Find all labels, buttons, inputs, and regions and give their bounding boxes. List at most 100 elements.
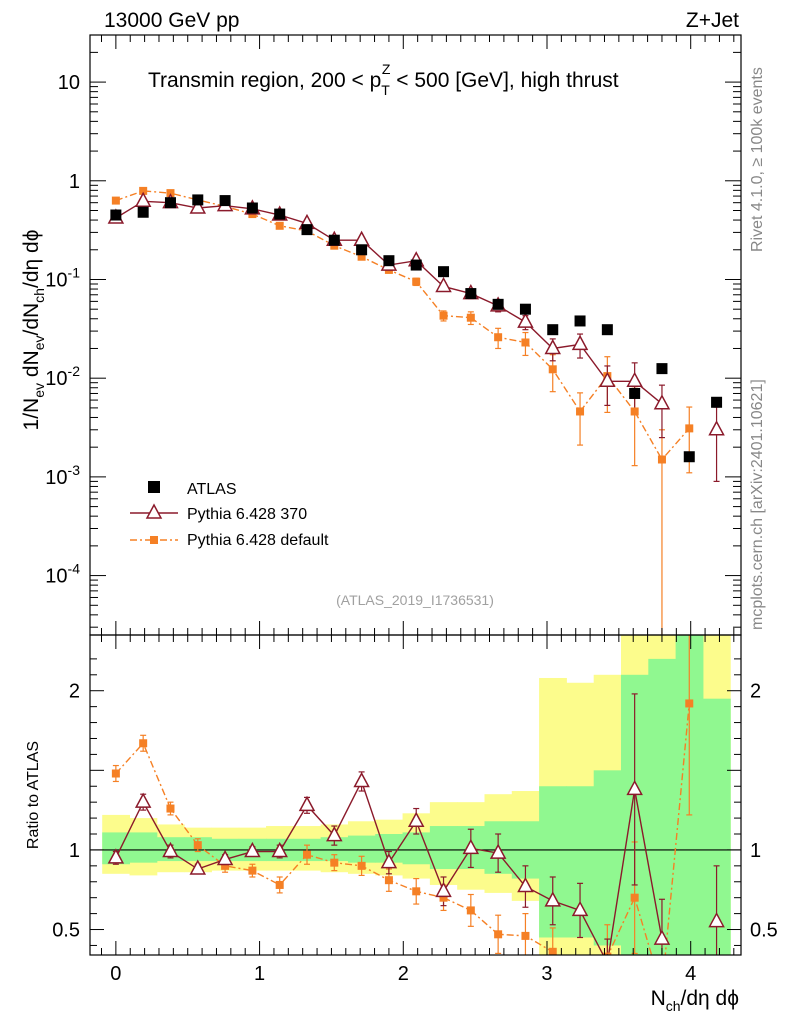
pdef-point — [576, 407, 585, 416]
ratio-y-tick-label-right: 0.5 — [750, 920, 778, 942]
y-tick-label: 10-4 — [45, 561, 80, 588]
pdef-point — [685, 424, 694, 433]
legend-atlas-label: ATLAS — [187, 481, 237, 498]
pdef-point — [439, 311, 448, 320]
ratio-p370-point — [216, 849, 234, 866]
ratio-pdef-point — [576, 984, 584, 992]
x-tick-label: 3 — [541, 963, 552, 985]
p370-point — [353, 230, 370, 246]
x-tick-label: 1 — [254, 963, 265, 985]
ratio-pdef-point — [494, 930, 503, 939]
ratio-pdef-point — [303, 850, 311, 859]
atlas-point — [601, 324, 613, 336]
atlas-point — [656, 363, 668, 375]
ratio-p370-point — [353, 771, 370, 788]
ratio-y-tick-label-right: 2 — [750, 681, 761, 703]
pdef-point — [630, 407, 639, 416]
atlas-point — [356, 244, 368, 256]
ratio-p370-point — [489, 843, 507, 859]
y-tick-label: 10 — [58, 72, 80, 94]
band-inner-bin — [429, 826, 458, 870]
ratio-p370-point — [271, 841, 288, 858]
legend-pdef-label: Pythia 6.428 default — [187, 532, 329, 549]
ratio-p370-point — [407, 811, 425, 828]
atlas-point — [465, 288, 477, 300]
atlas-point — [301, 224, 313, 236]
p370-point — [134, 191, 152, 208]
ratio-ylabel: Ratio to ATLAS — [25, 741, 42, 849]
ratio-pdef-point — [357, 861, 366, 870]
ratio-p370-point — [571, 900, 589, 917]
ratio-p370-point — [107, 848, 125, 864]
pdef-point — [412, 277, 421, 286]
p370-point — [189, 198, 207, 214]
pdef-point — [111, 196, 120, 205]
main-title: Transmin region, 200 < pTZ < 500 [GeV], … — [148, 61, 619, 98]
ratio-pdef-point — [548, 947, 557, 955]
p370-point — [599, 371, 616, 388]
pdef-point — [494, 333, 503, 342]
y-tick-label: 10-2 — [45, 363, 80, 390]
ratio-y-tick-label: 2 — [69, 681, 80, 703]
atlas-point — [438, 266, 450, 278]
ratio-y-tick-label-right: 1 — [750, 840, 761, 862]
ratio-pdef-point — [630, 893, 639, 902]
ratio-pdef-line — [115, 703, 690, 955]
ratio-p370-point — [708, 911, 725, 928]
pdef-line — [115, 190, 690, 461]
x-tick-label: 0 — [110, 963, 121, 985]
ratio-p370-point — [653, 929, 671, 945]
ratio-pdef-point — [521, 931, 530, 940]
atlas-point — [519, 303, 531, 315]
ratio-pdef-point — [384, 876, 393, 885]
ratio-pdef-point — [248, 866, 257, 875]
ratio-y-tick-label: 1 — [69, 840, 80, 862]
header-right: Z+Jet — [686, 9, 739, 32]
atlas-point — [274, 208, 286, 220]
atlas-point — [683, 451, 695, 463]
band-inner-bin — [320, 837, 349, 862]
pdef-point — [548, 365, 557, 374]
ratio-pdef-point — [275, 880, 284, 889]
ratio-p370-point — [517, 876, 534, 893]
ratio-p370-point — [189, 859, 207, 875]
atlas-point — [164, 197, 176, 209]
atlas-point — [383, 255, 395, 267]
axes-ticks: 0 1 2 3 4 10 1 10-1 10-2 10-3 10-4 0.5 0.5 1 1 2 2 — [45, 34, 778, 985]
ratio-p370-point — [326, 826, 343, 842]
p370-point — [435, 276, 452, 293]
band-inner-bin — [129, 832, 158, 863]
atlas-point — [629, 387, 641, 399]
pdef-point — [357, 252, 366, 261]
pdef-point — [275, 221, 284, 230]
ratio-xlabel: Nch/dη dϕ — [651, 987, 739, 1014]
p370-line — [115, 200, 663, 405]
ratio-pdef-point — [111, 769, 120, 778]
rivet-label: Rivet 4.1.0, ≥ 100k events — [749, 67, 766, 252]
ratio-p370-point — [462, 838, 480, 855]
ratio-p370-point — [606, 953, 609, 955]
p370-point — [571, 334, 589, 351]
ratio-pdef-point — [166, 804, 175, 813]
legend-atlas-marker — [148, 481, 160, 493]
atlas-point — [110, 209, 122, 221]
band-inner-bin — [402, 832, 431, 865]
atlas-point — [137, 206, 149, 218]
atlas-point — [192, 194, 204, 206]
legend: ATLAS Pythia 6.428 370 Pythia 6.428 defa… — [130, 481, 329, 549]
main-ylabel: 1/Nev dNev/dNch/dη dϕ — [20, 230, 47, 431]
watermark: (ATLAS_2019_I1736531) — [336, 592, 494, 608]
atlas-point — [410, 259, 422, 271]
ratio-pdef-point — [466, 906, 475, 915]
p370-point — [653, 394, 671, 410]
atlas-point — [574, 315, 586, 327]
legend-pdef-marker — [150, 536, 158, 544]
legend-p370-marker — [145, 503, 163, 519]
atlas-point — [547, 324, 559, 336]
p370-point — [544, 338, 561, 355]
ratio-pdef-point — [330, 858, 339, 867]
ratio-panel-series — [107, 635, 725, 992]
ratio-p370-point — [298, 795, 316, 812]
pdef-point — [139, 186, 148, 195]
